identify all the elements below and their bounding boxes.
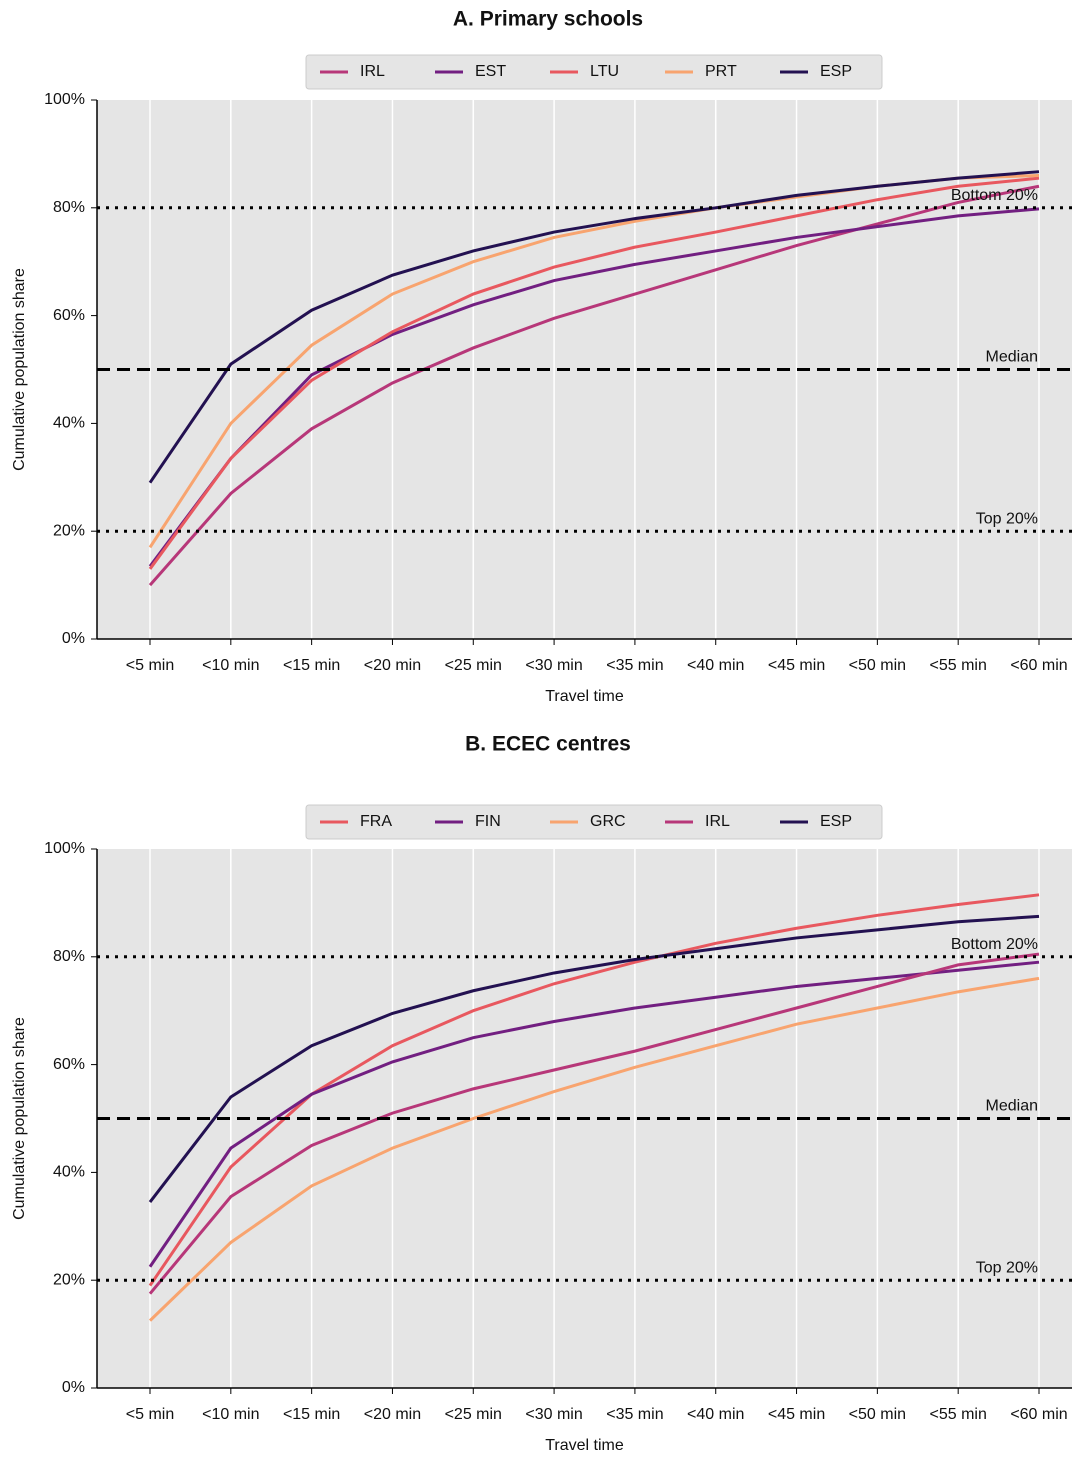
legend-box	[305, 54, 883, 90]
series-line	[148, 170, 1040, 484]
reference-label: Top 20%	[976, 510, 1038, 527]
x-tick-label: <10 min	[202, 657, 259, 674]
x-tick-label: <20 min	[364, 657, 421, 674]
x-tick-label: <50 min	[849, 657, 906, 674]
x-tick-label: <35 min	[606, 657, 663, 674]
legend-label: PRT	[705, 63, 737, 80]
y-tick-label: 20%	[53, 522, 85, 539]
series-line	[148, 176, 1040, 570]
x-tick-label: <35 min	[606, 1406, 663, 1423]
y-tick-label: 20%	[53, 1271, 85, 1288]
chart-title: B. ECEC centres	[465, 733, 631, 756]
reference-label: Top 20%	[976, 1259, 1038, 1276]
series-line	[148, 952, 1040, 1295]
x-axis-label: Travel time	[545, 1437, 624, 1454]
x-axis-label: Travel time	[545, 688, 624, 705]
x-tick-label: <40 min	[687, 1406, 744, 1423]
y-tick-label: 100%	[44, 840, 85, 857]
series-line	[148, 184, 1040, 587]
x-tick-label: <15 min	[283, 1406, 340, 1423]
y-tick-label: 60%	[53, 307, 85, 324]
legend-label: LTU	[590, 63, 619, 80]
reference-label: Bottom 20%	[951, 936, 1038, 953]
chart: A. Primary schools <5 min <10 min <15 min <2…	[11, 8, 1072, 705]
y-tick-label: 80%	[53, 199, 85, 216]
y-tick-label: 0%	[62, 630, 85, 647]
x-tick-label: <5 min	[126, 1406, 174, 1423]
x-tick-label: <20 min	[364, 1406, 421, 1423]
series-line	[148, 893, 1040, 1287]
x-tick-label: <50 min	[849, 1406, 906, 1423]
y-tick-label: 100%	[44, 91, 85, 108]
x-tick-label: <5 min	[126, 657, 174, 674]
x-tick-label: <60 min	[1010, 657, 1067, 674]
legend-label: ESP	[820, 63, 852, 80]
series-line	[148, 960, 1040, 1268]
y-tick-label: 40%	[53, 415, 85, 432]
x-tick-label: <45 min	[768, 657, 825, 674]
x-tick-label: <55 min	[929, 1406, 986, 1423]
reference-label: Median	[986, 349, 1038, 366]
legend-label: GRC	[590, 813, 626, 830]
reference-label: Median	[986, 1098, 1038, 1115]
x-tick-label: <30 min	[525, 657, 582, 674]
chart-title: A. Primary schools	[453, 8, 643, 31]
x-tick-label: <30 min	[525, 1406, 582, 1423]
legend-label: FIN	[475, 813, 501, 830]
legend-label: IRL	[705, 813, 730, 830]
x-tick-label: <40 min	[687, 657, 744, 674]
x-tick-label: <15 min	[283, 657, 340, 674]
x-tick-label: <55 min	[929, 657, 986, 674]
y-tick-label: 40%	[53, 1164, 85, 1181]
x-tick-label: <10 min	[202, 1406, 259, 1423]
y-axis-label: Cumulative population share	[11, 268, 28, 471]
x-tick-label: <25 min	[445, 1406, 502, 1423]
reference-label: Bottom 20%	[951, 187, 1038, 204]
x-tick-label: <45 min	[768, 1406, 825, 1423]
y-tick-label: 60%	[53, 1056, 85, 1073]
y-tick-label: 80%	[53, 948, 85, 965]
chart: B. ECEC centres <5 min <10 min <15 min <20 m…	[11, 733, 1072, 1454]
legend-label: ESP	[820, 813, 852, 830]
legend-label: FRA	[360, 813, 392, 830]
legend-box	[305, 804, 883, 840]
series-line	[148, 207, 1040, 568]
x-tick-label: <25 min	[445, 657, 502, 674]
x-tick-label: <60 min	[1010, 1406, 1067, 1423]
legend-label: IRL	[360, 63, 385, 80]
y-axis-label: Cumulative population share	[11, 1017, 28, 1220]
series-line	[148, 914, 1040, 1203]
y-tick-label: 0%	[62, 1379, 85, 1396]
legend-label: EST	[475, 63, 506, 80]
series-line	[148, 976, 1040, 1322]
